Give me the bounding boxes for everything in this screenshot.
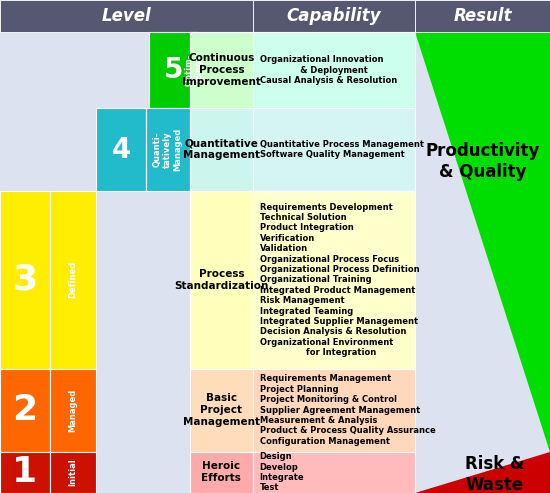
Text: Requirements Development
Technical Solution
Product Integration
Verification
Val: Requirements Development Technical Solut… xyxy=(260,203,419,357)
Text: Design
Develop
Integrate
Test: Design Develop Integrate Test xyxy=(260,452,304,493)
Text: Initial: Initial xyxy=(68,458,78,486)
Polygon shape xyxy=(415,452,550,493)
Bar xyxy=(253,32,415,108)
Text: Quanti-
tatively
Managed: Quanti- tatively Managed xyxy=(153,128,183,171)
Text: Organizational Innovation
              & Deployment
Causal Analysis & Resolutio: Organizational Innovation & Deployment C… xyxy=(260,55,397,85)
Bar xyxy=(190,108,253,191)
Bar xyxy=(0,191,50,369)
Bar xyxy=(253,369,415,452)
Text: 2: 2 xyxy=(12,393,37,427)
Text: Level: Level xyxy=(102,7,151,25)
Text: 4: 4 xyxy=(111,136,131,164)
Text: Productivity
& Quality: Productivity & Quality xyxy=(425,141,540,180)
Text: Managed: Managed xyxy=(68,388,78,432)
Text: 3: 3 xyxy=(12,263,37,297)
Bar xyxy=(50,191,96,369)
Bar xyxy=(148,32,198,108)
Polygon shape xyxy=(415,32,550,452)
Bar xyxy=(0,452,50,493)
Text: Defined: Defined xyxy=(68,261,78,298)
Text: Quantitative
Management: Quantitative Management xyxy=(183,139,260,160)
Bar xyxy=(190,191,253,369)
Bar xyxy=(50,452,96,493)
Bar xyxy=(253,452,415,493)
Bar xyxy=(190,32,198,108)
Text: 5: 5 xyxy=(163,56,183,84)
Text: Risk &
Waste: Risk & Waste xyxy=(465,455,525,493)
Bar xyxy=(190,452,253,493)
Text: 1: 1 xyxy=(12,455,37,489)
Bar xyxy=(190,32,253,108)
Bar xyxy=(96,108,146,191)
Bar xyxy=(253,108,415,191)
Bar xyxy=(0,369,50,452)
Text: Requirements Management
Project Planning
Project Monitoring & Control
Supplier A: Requirements Management Project Planning… xyxy=(260,374,436,446)
Bar xyxy=(146,108,190,191)
Text: Continuous
Process
Improvement: Continuous Process Improvement xyxy=(182,53,261,87)
Bar xyxy=(0,0,253,32)
Text: Optim-
izing: Optim- izing xyxy=(184,54,204,86)
Bar xyxy=(190,369,253,452)
Text: Capability: Capability xyxy=(287,7,382,25)
Bar xyxy=(253,0,415,32)
Text: Result: Result xyxy=(453,7,512,25)
Bar xyxy=(50,369,96,452)
Text: Heroic
Efforts: Heroic Efforts xyxy=(201,461,241,483)
Text: Quantitative Process Management
Software Quality Management: Quantitative Process Management Software… xyxy=(260,140,424,159)
Text: Basic
Project
Management: Basic Project Management xyxy=(183,393,260,426)
Bar xyxy=(253,191,415,369)
Bar xyxy=(415,0,550,32)
Text: Process
Standardization: Process Standardization xyxy=(174,269,268,290)
